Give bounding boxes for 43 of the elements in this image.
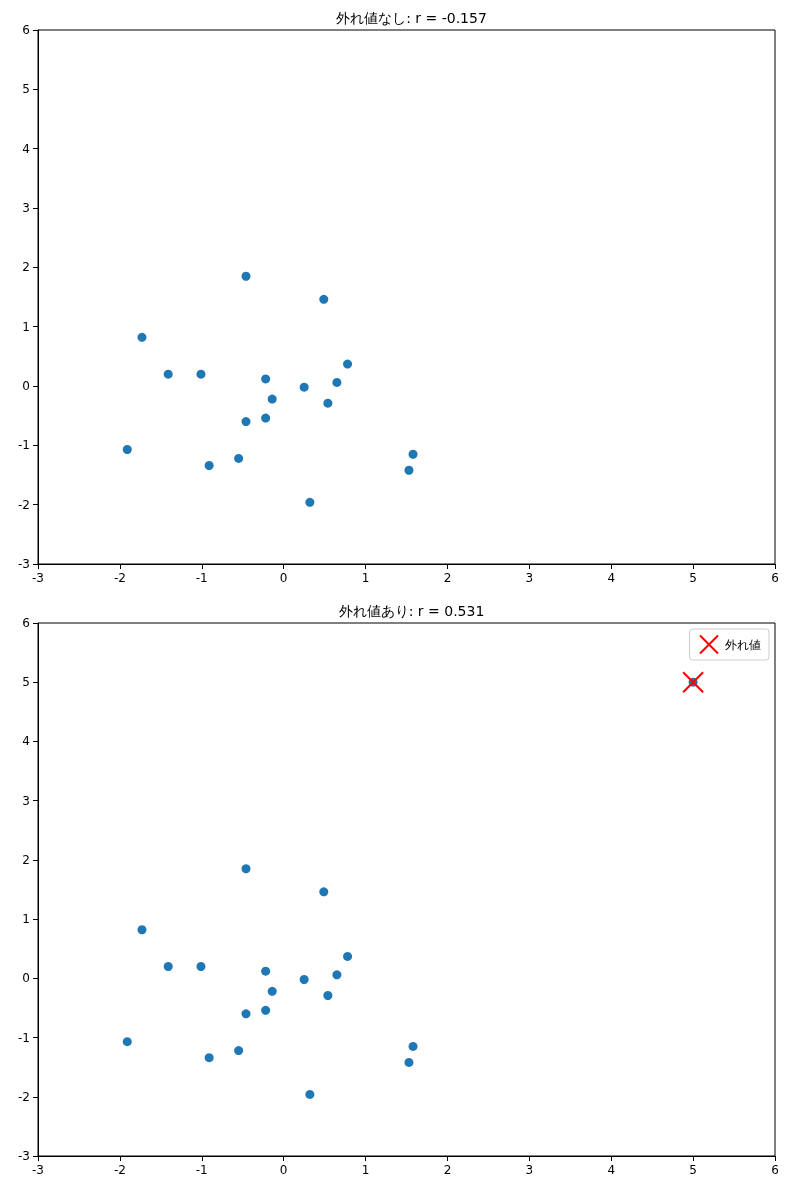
x-tick-label: 6: [771, 1163, 779, 1177]
y-tick-label: 4: [22, 734, 30, 749]
y-tick-label: 2: [22, 852, 30, 867]
x-tick-label: 2: [443, 571, 452, 585]
y-tick-label: -2: [18, 1089, 30, 1104]
x-tick-label: -2: [113, 1163, 126, 1177]
x-tick-label: 3: [525, 571, 534, 585]
y-tick-label: -2: [18, 497, 30, 512]
x-tick-label: 0: [279, 1163, 288, 1177]
y-tick-label: 1: [22, 912, 30, 927]
x-tick-label: 5: [689, 1163, 697, 1177]
y-tick-label: 3: [22, 793, 30, 808]
y-tick-label: 2: [22, 260, 30, 275]
x-tick-label: 4: [607, 1163, 616, 1177]
x-tick-label: 3: [525, 1163, 534, 1177]
y-tick-label: 3: [22, 201, 30, 215]
y-tick-label: 4: [22, 141, 30, 156]
y-tick-label: 5: [22, 82, 30, 97]
chart-title: 外れ値あり: r = 0.531: [338, 603, 485, 619]
x-tick-label: 1: [361, 1163, 370, 1177]
x-tick-label: 5: [689, 571, 697, 585]
chart-title: 外れ値なし: r = -0.157: [336, 10, 487, 26]
y-tick-label: 1: [22, 319, 30, 334]
y-tick-label: 0: [22, 379, 30, 393]
x-tick-label: 0: [279, 571, 288, 585]
x-tick-label: 2: [443, 1163, 452, 1177]
x-tick-label: -2: [113, 571, 126, 585]
x-tick-label: -1: [195, 571, 208, 585]
y-tick-label: 6: [22, 23, 30, 37]
y-tick-label: -3: [18, 1149, 30, 1163]
x-tick-label: 6: [771, 571, 779, 585]
x-tick-label: 4: [607, 571, 616, 585]
y-tick-label: -1: [18, 1030, 30, 1045]
y-tick-label: 5: [22, 675, 30, 690]
x-tick-label: -3: [32, 571, 44, 585]
x-tick-label: 1: [361, 571, 370, 585]
x-tick-label: -1: [195, 1163, 208, 1177]
y-tick-label: 6: [22, 616, 30, 630]
x-tick-label: -3: [32, 1163, 44, 1177]
y-tick-label: -1: [18, 438, 30, 453]
y-tick-label: -3: [18, 557, 30, 571]
y-tick-label: 0: [22, 971, 30, 986]
legend-label: 外れ値: [725, 637, 761, 652]
